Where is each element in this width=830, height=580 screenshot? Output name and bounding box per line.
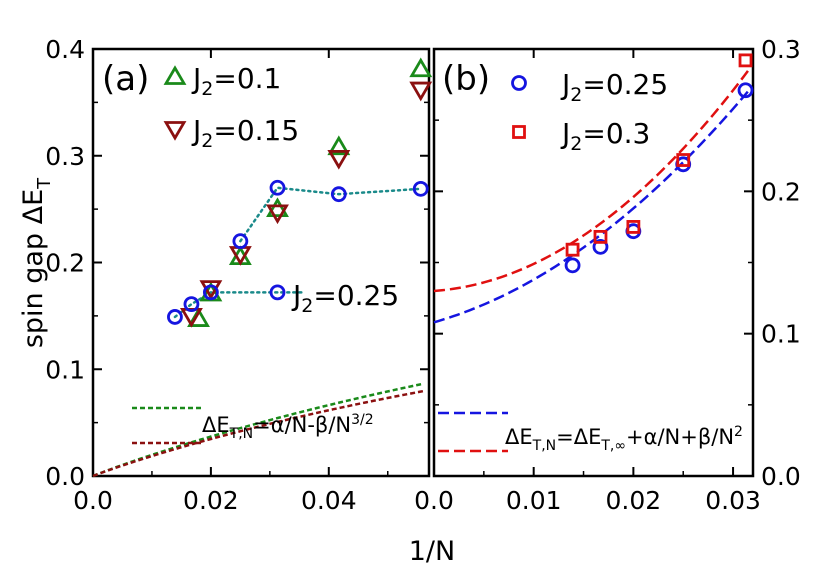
fit-label-b: ΔET,N=ΔET,∞+α/N+β/N2 — [505, 424, 743, 454]
point-a-s0-2 — [266, 197, 289, 218]
x-tick-label-b-1: 0.01 — [506, 486, 562, 515]
point-b-s1-4 — [738, 53, 753, 68]
y-tick-label-a-2: 0.2 — [45, 249, 85, 278]
x-tick-label-a-1: 0.02 — [183, 486, 239, 515]
point-b-s1-0 — [565, 242, 580, 257]
point-b-s0-0 — [564, 257, 581, 274]
panel-a: 0.0 0.02 0.04 0.0 0.1 0.2 0.3 0.4 — [45, 35, 433, 515]
y-tick-label-b-2: 0.2 — [761, 177, 801, 206]
legend-marker-a-j2-0.1 — [163, 65, 187, 85]
point-a-s1-0 — [409, 81, 433, 102]
y-tick-label-b-1: 0.1 — [761, 320, 801, 349]
point-a-s0-1 — [327, 135, 351, 156]
point-a-s1-2 — [266, 204, 289, 225]
legend-b-j2-0.3: J2=0.3 — [560, 117, 650, 155]
point-a-s2-6 — [330, 186, 347, 203]
y-tick-label-a-3: 0.3 — [45, 142, 85, 171]
point-a-s2-7 — [412, 180, 429, 197]
point-a-s2-1 — [183, 296, 200, 313]
fit-label-a: ΔET,N=α/N-β/N3/2 — [202, 412, 374, 442]
legend-marker-a-j2-0.15 — [163, 121, 187, 141]
y-tick-label-a-1: 0.1 — [45, 355, 85, 384]
annotation-a-j2-0.25: J2=0.25 — [291, 279, 399, 317]
legend-a-j2-0.15: J2=0.15 — [191, 114, 299, 152]
panel-a-label: (a) — [102, 59, 149, 99]
x-tick-label-b-2: 0.02 — [606, 486, 662, 515]
guide-line-a-0 — [173, 291, 307, 319]
fit-curve-b-0 — [433, 90, 750, 324]
point-b-s1-2 — [626, 220, 641, 234]
x-tick-label-b-3: 0.03 — [705, 486, 761, 515]
y-tick-label-b-0: 0.0 — [761, 462, 801, 491]
point-b-s1-1 — [593, 229, 608, 244]
x-axis-label: 1/N — [409, 536, 455, 567]
x-tick-label-a-2: 0.04 — [301, 486, 357, 515]
x-tick-label-b-0: 0.0 — [414, 486, 454, 515]
point-a-s2-4 — [269, 284, 286, 301]
panel-b-label: (b) — [442, 59, 490, 99]
point-a-s2-3 — [232, 233, 249, 250]
guide-line-a-1 — [239, 186, 422, 243]
fit-curve-b-1 — [433, 69, 750, 293]
y-axis-label-subscript: T — [34, 177, 55, 190]
fit-curve-a-1 — [92, 389, 425, 478]
point-a-s2-5 — [269, 179, 286, 196]
legend-a-j2-0.1: J2=0.1 — [191, 62, 281, 100]
x-tick-label-a-0: 0.0 — [73, 486, 113, 515]
y-tick-label-b-3: 0.3 — [761, 35, 801, 64]
point-b-s0-4 — [737, 82, 754, 99]
point-a-s0-0 — [409, 57, 433, 78]
point-a-s1-1 — [327, 150, 351, 170]
point-a-s2-0 — [167, 309, 183, 325]
y-tick-label-a-0: 0.0 — [45, 462, 85, 491]
legend-marker-b-j2-0.25 — [511, 75, 527, 91]
legend-marker-b-j2-0.3 — [512, 125, 526, 139]
y-tick-label-a-4: 0.4 — [45, 35, 85, 64]
point-a-s2-2 — [202, 284, 219, 301]
panel-b-frame — [432, 47, 755, 478]
legend-b-j2-0.25: J2=0.25 — [560, 68, 668, 106]
point-b-s0-1 — [592, 238, 609, 255]
panel-b: 0.0 0.01 0.02 0.030.00.10.20.3 — [414, 35, 801, 515]
y-axis-label: spin gap ΔET — [18, 177, 55, 348]
point-b-s1-3 — [676, 153, 691, 167]
